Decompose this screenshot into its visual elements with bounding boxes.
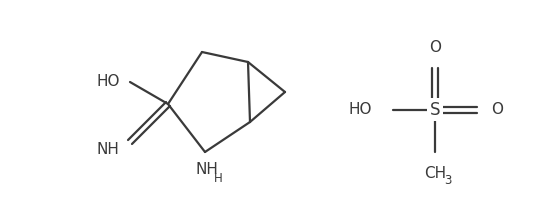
- Text: O: O: [429, 40, 441, 54]
- Text: H: H: [214, 172, 222, 186]
- Text: O: O: [491, 103, 503, 117]
- Text: CH: CH: [424, 166, 446, 182]
- Text: 3: 3: [444, 174, 452, 186]
- Text: NH: NH: [97, 143, 120, 157]
- Text: HO: HO: [96, 75, 120, 89]
- Text: NH: NH: [195, 163, 219, 178]
- Text: HO: HO: [348, 103, 372, 117]
- Text: S: S: [430, 101, 440, 119]
